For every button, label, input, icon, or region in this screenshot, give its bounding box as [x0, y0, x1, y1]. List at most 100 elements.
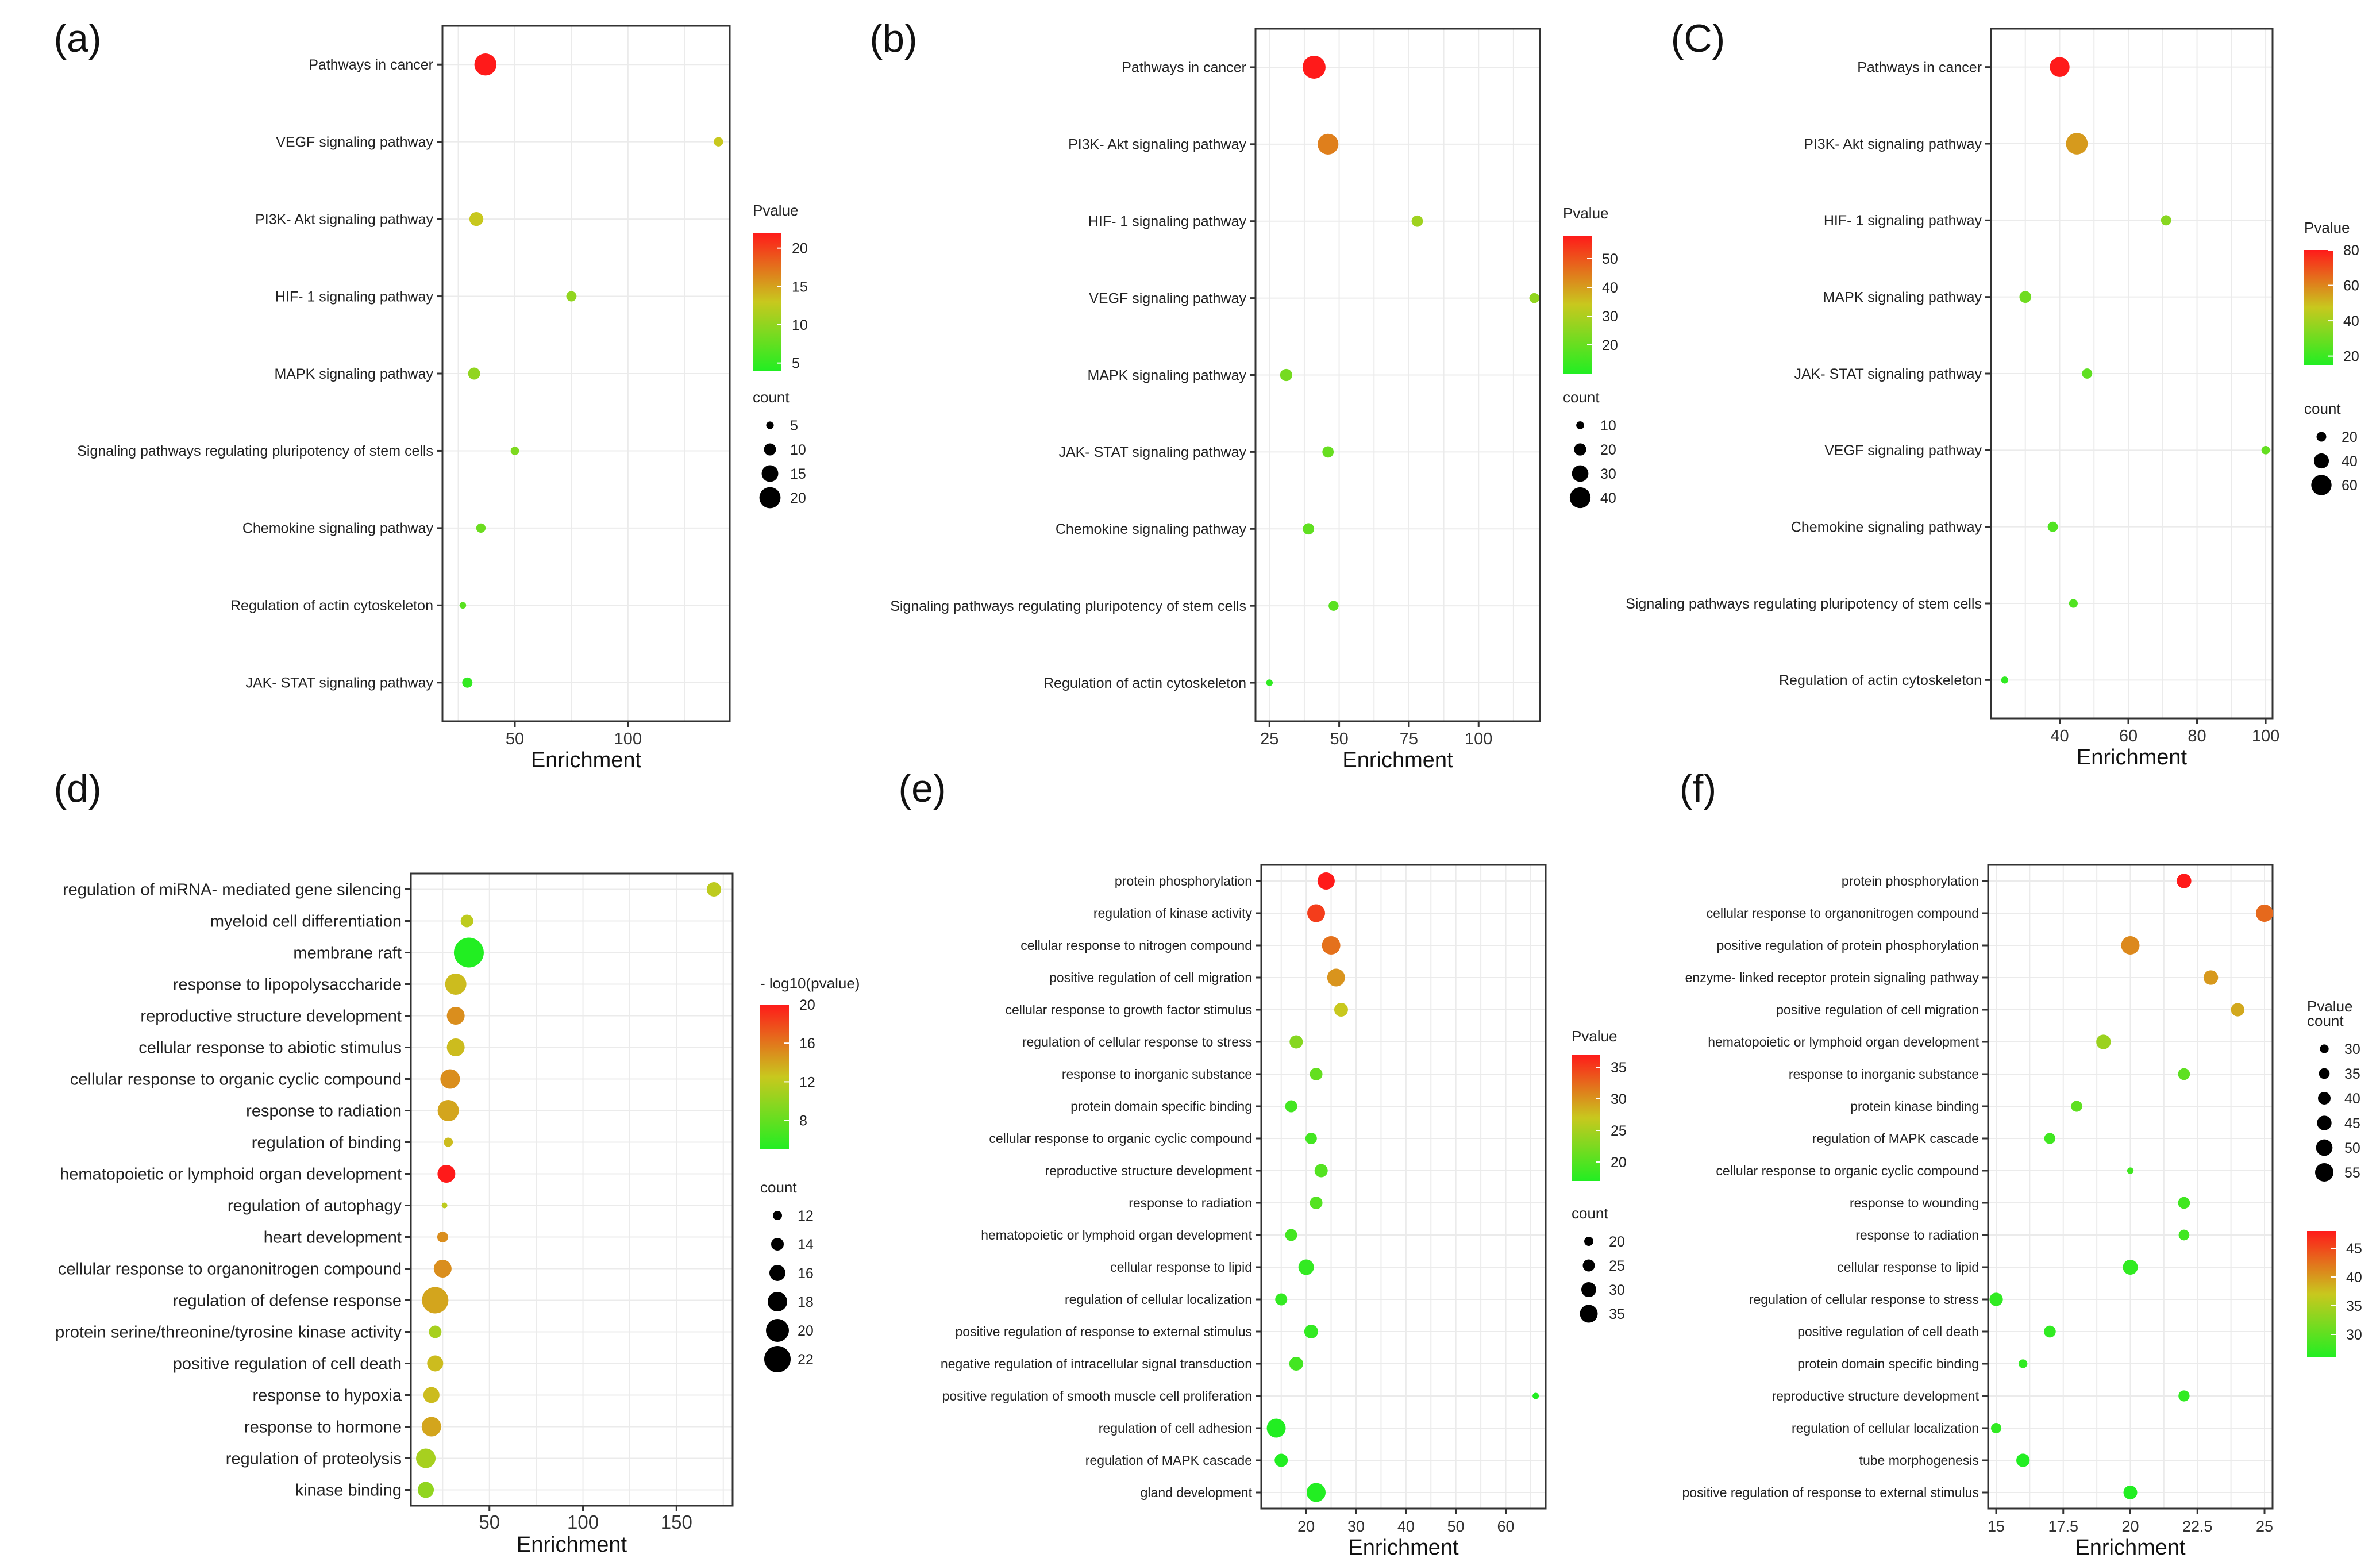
y-tick-label: regulation of autophagy — [228, 1197, 402, 1215]
data-point — [2123, 1486, 2138, 1499]
data-point — [1275, 1293, 1288, 1306]
data-point — [423, 1387, 440, 1403]
data-point — [1285, 1229, 1297, 1241]
size-legend-dot — [771, 1238, 784, 1251]
y-tick-label: positive regulation of cell death — [1797, 1324, 1979, 1339]
data-point — [1532, 1392, 1539, 1399]
y-tick-label: cellular response to abiotic stimulus — [138, 1039, 402, 1057]
data-point — [1989, 1292, 2003, 1306]
x-tick-label: 25 — [1260, 730, 1278, 748]
x-tick-label: 30 — [1347, 1518, 1365, 1535]
data-point — [476, 523, 486, 533]
data-point — [1280, 368, 1293, 382]
y-tick-label: enzyme- linked receptor protein signalin… — [1685, 970, 1980, 985]
x-tick-label: 75 — [1400, 730, 1418, 748]
y-tick-label: Pathways in cancer — [309, 57, 433, 73]
data-point — [1327, 968, 1345, 987]
y-tick-label: positive regulation of cell death — [173, 1355, 402, 1374]
y-tick-label: MAPK signaling pathway — [1823, 289, 1982, 305]
y-tick-label: PI3K- Akt signaling pathway — [1068, 137, 1246, 153]
size-legend-label: 20 — [798, 1323, 814, 1339]
y-tick-label: HIF- 1 signaling pathway — [1824, 213, 1982, 229]
data-point — [474, 53, 497, 76]
size-legend-dot — [769, 1265, 785, 1281]
data-point — [418, 1482, 434, 1498]
data-point — [2019, 291, 2032, 303]
data-point — [1307, 904, 1326, 922]
y-tick-label: reproductive structure development — [140, 1007, 402, 1026]
size-legend-dot — [759, 487, 781, 509]
color-bar-label: 30 — [1611, 1091, 1627, 1107]
color-bar — [1572, 1055, 1600, 1181]
y-tick-label: response to inorganic substance — [1789, 1067, 1979, 1082]
y-tick-label: Signaling pathways regulating pluripoten… — [1626, 596, 1982, 612]
data-point — [2082, 368, 2093, 379]
plot-border — [410, 872, 734, 1507]
data-point — [2161, 215, 2171, 226]
data-point — [1289, 1035, 1303, 1049]
color-legend-title: Pvalue — [2304, 219, 2350, 236]
data-point — [2231, 1003, 2244, 1017]
x-tick-label: 22.5 — [2182, 1518, 2213, 1535]
x-axis-title: Enrichment — [2075, 1536, 2186, 1558]
data-point — [2178, 1068, 2190, 1080]
size-legend-label: 35 — [1609, 1306, 1625, 1322]
size-legend-label: 20 — [1600, 442, 1616, 458]
color-bar-label: 20 — [792, 241, 808, 257]
size-legend-dot — [1584, 1237, 1593, 1246]
data-point — [2071, 1101, 2082, 1112]
color-bar — [760, 1005, 789, 1149]
color-legend-title: Pvalue — [1563, 205, 1609, 222]
color-legend-title: Pvalue — [753, 202, 799, 219]
y-tick-label: cellular response to organic cyclic comp… — [989, 1131, 1252, 1146]
y-tick-label: regulation of cellular response to stres… — [1749, 1292, 1979, 1307]
data-point — [1266, 1418, 1286, 1438]
color-bar-label: 20 — [799, 997, 815, 1013]
y-tick-label: Signaling pathways regulating pluripoten… — [77, 443, 433, 459]
y-tick-label: hematopoietic or lymphoid organ developm… — [60, 1165, 402, 1184]
data-point — [459, 602, 467, 609]
x-tick-label: 50 — [479, 1511, 500, 1533]
panel-5: (e) protein phosphorylation regulation of … — [898, 767, 1626, 1558]
x-tick-label: 40 — [2050, 727, 2069, 745]
y-tick-label: cellular response to growth factor stimu… — [1005, 1002, 1252, 1017]
data-point — [2177, 874, 2192, 888]
size-legend-label: 20 — [790, 490, 806, 506]
size-legend-dot — [2311, 475, 2332, 495]
size-legend-label: 22 — [798, 1352, 814, 1368]
color-legend-title: - log10(pvalue) — [760, 975, 860, 992]
panel-2: (b) Pathways in cancer PI3K- Akt signaling… — [869, 17, 1618, 772]
size-legend-label: 35 — [2344, 1066, 2360, 1082]
x-tick-label: 100 — [614, 730, 642, 748]
size-legend-label: 10 — [790, 442, 806, 458]
y-tick-label: kinase binding — [295, 1482, 402, 1500]
y-tick-label: regulation of proteolysis — [226, 1450, 402, 1468]
y-tick-label: hematopoietic or lymphoid organ developm… — [981, 1228, 1252, 1242]
y-tick-label: Regulation of actin cytoskeleton — [1779, 672, 1982, 688]
y-tick-label: response to hypoxia — [252, 1387, 402, 1405]
data-point — [437, 1232, 448, 1242]
size-legend-dot — [2317, 1115, 2332, 1130]
size-legend-dot — [1581, 1282, 1596, 1297]
y-tick-label: cellular response to organic cyclic comp… — [70, 1071, 402, 1089]
size-legend-dot — [1572, 465, 1589, 482]
x-tick-label: 17.5 — [2048, 1518, 2078, 1535]
y-tick-label: VEGF signaling pathway — [1089, 290, 1246, 306]
data-point — [2127, 1167, 2134, 1174]
y-tick-label: cellular response to nitrogen compound — [1020, 938, 1252, 953]
panel-label: (b) — [869, 17, 917, 60]
size-legend-label: 16 — [798, 1265, 814, 1282]
x-tick-label: 25 — [2256, 1518, 2273, 1535]
size-legend-label: 40 — [1600, 490, 1616, 506]
data-point — [714, 137, 723, 147]
data-point — [2044, 1133, 2056, 1144]
x-axis-title: Enrichment — [517, 1533, 627, 1557]
size-legend-label: 30 — [2344, 1041, 2360, 1057]
data-point — [2178, 1390, 2190, 1402]
size-legend-title: count — [1572, 1205, 1608, 1222]
x-tick-label: 40 — [1397, 1518, 1415, 1535]
data-point — [1322, 936, 1341, 955]
y-tick-label: positive regulation of protein phosphory… — [1717, 938, 1979, 953]
size-legend-dot — [1580, 1305, 1598, 1323]
data-point — [1334, 1003, 1348, 1017]
